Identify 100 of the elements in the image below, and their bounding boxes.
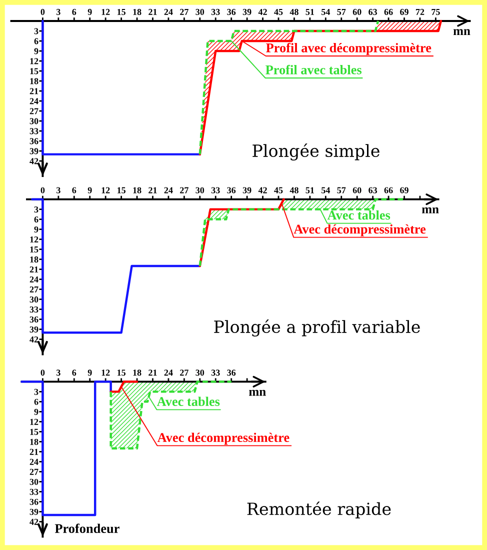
y-tick-label: 30 bbox=[30, 478, 38, 485]
x-tick-label: 24 bbox=[164, 370, 173, 376]
x-tick-label: 12 bbox=[102, 187, 110, 194]
x-tick-label: 0 bbox=[40, 187, 45, 194]
x-tick-label: 24 bbox=[164, 187, 173, 194]
x-tick-label: 21 bbox=[148, 187, 157, 194]
x-tick-label: 3 bbox=[56, 187, 60, 194]
y-tick-label: 12 bbox=[30, 236, 38, 242]
x-tick-label: 42 bbox=[258, 8, 267, 15]
y-tick-label: 21 bbox=[30, 448, 38, 455]
y-tick-label: 24 bbox=[30, 458, 38, 465]
text: Plongée simple bbox=[252, 143, 380, 161]
y-tick-label: 9 bbox=[34, 408, 38, 415]
x-tick-label: 51 bbox=[306, 8, 314, 15]
text: Remontée rapide bbox=[247, 502, 391, 518]
x-tick-label: 66 bbox=[384, 8, 393, 15]
x-tick-label: 18 bbox=[133, 370, 142, 376]
x-tick-label: 12 bbox=[102, 370, 110, 376]
x-tick-label: 9 bbox=[88, 187, 92, 194]
x-tick-label: 18 bbox=[133, 8, 142, 15]
x-tick-label: 21 bbox=[148, 8, 157, 15]
series-label: Avec tables bbox=[327, 210, 390, 220]
text: Avec décompressimètre bbox=[157, 432, 290, 445]
series-label: Profil avec décompressimètre bbox=[266, 42, 432, 55]
x-tick-label: 69 bbox=[400, 8, 408, 15]
y-tick-label: 12 bbox=[30, 418, 38, 425]
x-tick-label: 54 bbox=[322, 8, 330, 15]
y-tick-label: 30 bbox=[30, 296, 38, 303]
y-tick-label: 27 bbox=[30, 468, 38, 475]
x-tick-label: 72 bbox=[416, 8, 424, 15]
y-tick-label: 15 bbox=[30, 68, 38, 74]
text: Plongée a profil variable bbox=[214, 319, 420, 337]
x-tick-label: 15 bbox=[118, 370, 126, 376]
x-tick-label: 39 bbox=[242, 8, 252, 15]
x-tick-label: 60 bbox=[352, 8, 362, 15]
y-tick-label: 12 bbox=[30, 58, 38, 64]
y-tick-label: 3 bbox=[34, 206, 38, 213]
x-tick-label: 45 bbox=[274, 8, 283, 15]
x-tick-label: 3 bbox=[56, 8, 60, 15]
x-tick-label: 42 bbox=[258, 187, 267, 194]
x-tick-label: 21 bbox=[148, 370, 157, 376]
x-tick-label: 15 bbox=[118, 8, 126, 15]
y-tick-label: 33 bbox=[30, 488, 38, 495]
x-axis-title: mn bbox=[249, 390, 266, 396]
y-tick-label: 18 bbox=[30, 256, 38, 263]
y-tick-label: 6 bbox=[34, 398, 38, 405]
x-tick-label: 6 bbox=[72, 8, 76, 15]
y-tick-label: 39 bbox=[30, 508, 38, 515]
series-label: Avec décompressimètre bbox=[294, 224, 426, 236]
x-tick-label: 30 bbox=[196, 187, 204, 194]
x-tick-label: 24 bbox=[164, 8, 173, 15]
x-tick-label: 36 bbox=[227, 187, 236, 194]
x-tick-label: 6 bbox=[72, 370, 76, 376]
y-tick-label: 27 bbox=[30, 286, 38, 292]
y-tick-label: 9 bbox=[34, 226, 38, 233]
y-tick-label: 27 bbox=[30, 108, 38, 114]
x-tick-label: 30 bbox=[196, 370, 204, 376]
x-axis-title: mn bbox=[453, 29, 470, 36]
y-tick-label: 42 bbox=[30, 158, 38, 164]
y-tick-label: 24 bbox=[30, 98, 38, 104]
y-tick-label: 33 bbox=[30, 306, 38, 313]
y-tick-label: 9 bbox=[34, 48, 38, 54]
x-tick-label: 63 bbox=[368, 8, 378, 15]
x-tick-label: 54 bbox=[322, 187, 330, 194]
x-axis-title: mn bbox=[422, 207, 439, 214]
y-tick-label: 18 bbox=[30, 78, 38, 84]
y-tick-label: 39 bbox=[30, 148, 38, 154]
x-tick-label: 0 bbox=[40, 370, 45, 376]
y-tick-label: 6 bbox=[34, 38, 38, 44]
x-tick-label: 60 bbox=[352, 187, 362, 194]
x-tick-label: 27 bbox=[180, 8, 188, 15]
x-tick-label: 0 bbox=[40, 8, 45, 15]
y-tick-label: 15 bbox=[30, 246, 38, 253]
x-tick-label: 57 bbox=[337, 187, 346, 194]
y-tick-label: 36 bbox=[30, 138, 38, 144]
text: Profil avec tables bbox=[266, 64, 362, 74]
y-tick-label: 21 bbox=[30, 266, 38, 272]
x-tick-label: 3 bbox=[56, 370, 60, 376]
series-label: Avec tables bbox=[156, 396, 220, 406]
x-tick-label: 69 bbox=[400, 187, 408, 194]
y-tick-label: 18 bbox=[30, 438, 38, 445]
x-tick-label: 36 bbox=[227, 8, 236, 15]
y-tick-label: 3 bbox=[34, 28, 38, 34]
y-tick-label: 3 bbox=[34, 388, 38, 395]
y-tick-label: 30 bbox=[30, 118, 38, 124]
x-tick-label: 66 bbox=[384, 187, 393, 194]
x-tick-label: 45 bbox=[274, 187, 283, 194]
x-tick-label: 18 bbox=[133, 187, 142, 194]
y-tick-label: 24 bbox=[30, 276, 38, 282]
y-tick-label: 36 bbox=[30, 316, 38, 323]
x-tick-label: 39 bbox=[242, 187, 252, 194]
y-tick-label: 15 bbox=[30, 428, 38, 435]
x-tick-label: 9 bbox=[88, 8, 92, 15]
x-tick-label: 51 bbox=[306, 187, 314, 194]
x-tick-label: 27 bbox=[180, 187, 188, 194]
x-tick-label: 15 bbox=[118, 187, 126, 194]
y-tick-label: 42 bbox=[30, 518, 38, 525]
y-tick-label: 39 bbox=[30, 326, 38, 333]
y-tick-label: 42 bbox=[30, 336, 38, 342]
x-tick-label: 75 bbox=[432, 9, 440, 15]
